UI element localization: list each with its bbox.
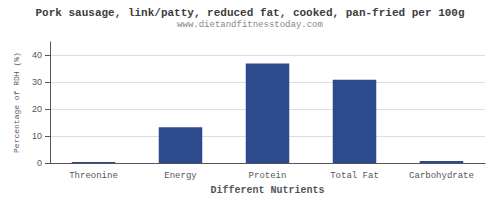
svg-text:Threonine: Threonine [69, 171, 118, 181]
svg-text:30: 30 [32, 77, 42, 87]
svg-text:Different Nutrients: Different Nutrients [210, 185, 324, 196]
svg-text:Energy: Energy [164, 171, 197, 181]
svg-text:10: 10 [32, 131, 42, 141]
svg-text:0: 0 [37, 158, 42, 168]
svg-text:40: 40 [32, 50, 42, 60]
svg-text:www.dietandfitnesstoday.com: www.dietandfitnesstoday.com [177, 20, 323, 30]
svg-text:Protein: Protein [249, 171, 287, 181]
svg-text:20: 20 [32, 104, 42, 114]
svg-text:Carbohydrate: Carbohydrate [409, 171, 474, 181]
svg-text:Percentage of RDH (%): Percentage of RDH (%) [12, 52, 21, 153]
svg-text:Pork sausage, link/patty, redu: Pork sausage, link/patty, reduced fat, c… [35, 7, 464, 19]
svg-text:Total Fat: Total Fat [330, 171, 379, 181]
